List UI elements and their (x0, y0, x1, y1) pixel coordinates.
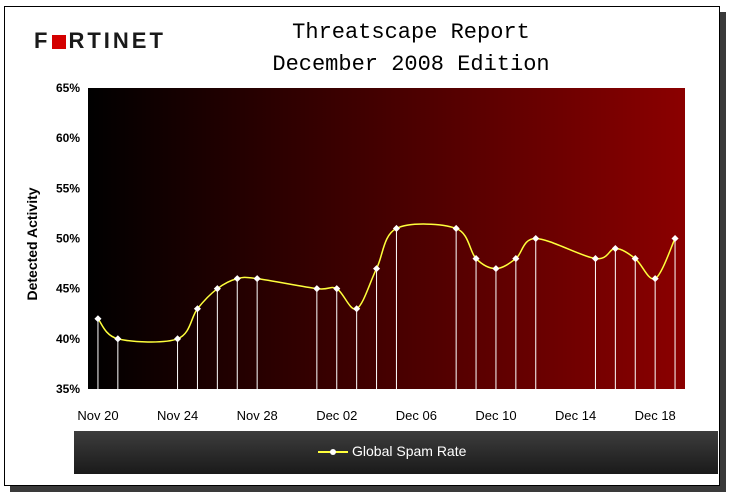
legend: Global Spam Rate (74, 431, 718, 474)
legend-marker-swatch (330, 449, 336, 455)
data-point-marker (114, 335, 122, 343)
data-point-marker (253, 275, 261, 283)
data-point-marker (213, 285, 221, 293)
x-tick-label: Dec 10 (475, 408, 516, 423)
data-point-marker (512, 255, 520, 263)
report-title: Threatscape Report (292, 20, 530, 45)
y-axis-label: Detected Activity (24, 187, 40, 300)
y-tick-label: 55% (56, 181, 80, 195)
data-point-marker (353, 305, 361, 313)
y-tick-label: 50% (56, 232, 80, 246)
data-point-marker (233, 275, 241, 283)
data-point-marker (671, 234, 679, 243)
data-point-marker (392, 224, 400, 233)
legend-label: Global Spam Rate (352, 443, 467, 459)
data-point-marker (373, 265, 381, 273)
data-point-marker (472, 255, 480, 263)
logo-text-rest: RTINET (68, 28, 166, 53)
data-point-marker (631, 255, 639, 263)
report-subtitle: December 2008 Edition (272, 52, 550, 77)
data-point-marker (333, 285, 341, 293)
data-point-marker (492, 265, 500, 273)
data-point-marker (611, 244, 619, 253)
logo-red-square (52, 35, 67, 49)
data-point-marker (591, 255, 599, 263)
y-tick-label: 60% (56, 131, 80, 145)
x-tick-label: Nov 28 (237, 408, 278, 423)
data-point-marker (193, 305, 201, 313)
x-tick-label: Dec 14 (555, 408, 596, 423)
series-line-global-spam-rate (97, 223, 676, 343)
x-tick-label: Nov 24 (157, 408, 198, 423)
x-tick-label: Dec 06 (396, 408, 437, 423)
data-point-marker (94, 315, 102, 323)
y-tick-label: 35% (56, 382, 80, 396)
data-point-marker (313, 285, 321, 293)
fortinet-logo: F RTINET (34, 28, 166, 54)
data-point-marker (452, 224, 460, 233)
y-tick-label: 65% (56, 81, 80, 95)
data-point-marker (174, 335, 182, 343)
x-tick-label: Dec 18 (635, 408, 676, 423)
x-tick-label: Dec 02 (316, 408, 357, 423)
data-point-marker (651, 275, 659, 283)
logo-letter-f: F (34, 28, 51, 53)
data-point-marker (532, 234, 540, 243)
x-tick-label: Nov 20 (77, 408, 118, 423)
y-tick-label: 45% (56, 282, 80, 296)
y-tick-label: 40% (56, 332, 80, 346)
